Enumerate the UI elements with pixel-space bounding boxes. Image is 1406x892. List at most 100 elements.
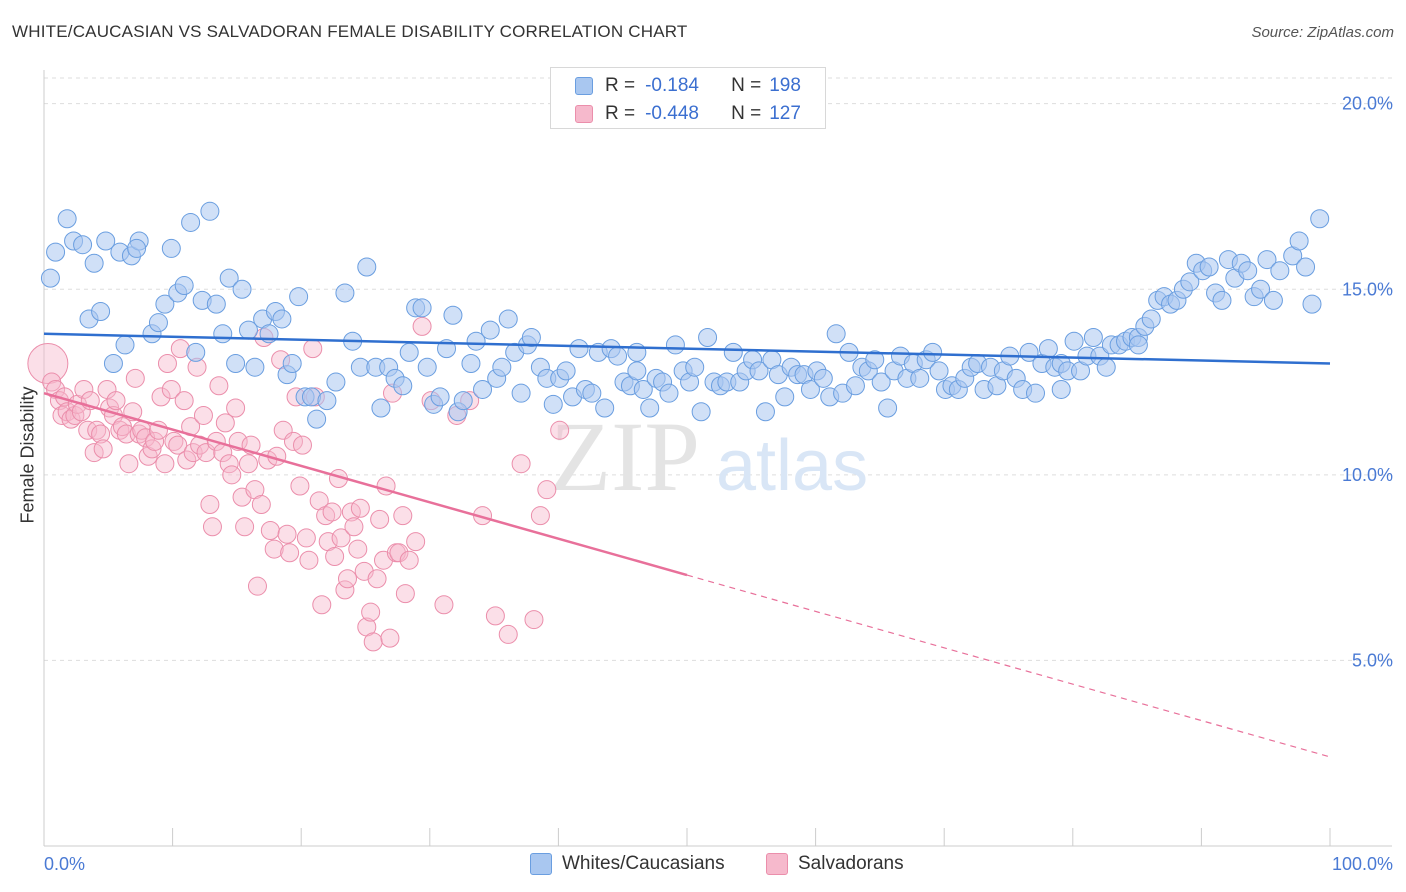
white-point: [46, 242, 66, 262]
white-point: [393, 376, 413, 396]
salvadoran-point: [370, 509, 390, 529]
y-tick-label: 5.0%: [1352, 650, 1393, 670]
chart-source: Source: ZipAtlas.com: [1251, 24, 1394, 41]
salvadoran-point: [348, 539, 368, 559]
white-point: [73, 235, 93, 255]
legend-r-label: R =: [605, 103, 636, 124]
white-point: [317, 391, 337, 411]
white-point: [871, 372, 891, 392]
white-point: [96, 231, 116, 251]
salvadoran-point: [251, 495, 271, 515]
white-point: [226, 353, 246, 373]
salvadoran-point: [312, 595, 332, 615]
white-point: [511, 383, 531, 403]
bottom-legend-salvadorans[interactable]: Salvadorans: [766, 851, 904, 877]
salvadoran-point: [222, 465, 242, 485]
salvadoran-point: [177, 450, 197, 470]
white-point: [127, 238, 147, 258]
salvadoran-point: [91, 424, 111, 444]
salvadoran-point: [303, 339, 323, 359]
tick-labels: 5.0% 10.0% 15.0% 20.0% 0.0% 100.0%: [44, 94, 1393, 874]
white-point: [800, 379, 820, 399]
bottom-legend-label-salvadorans: Salvadorans: [798, 853, 904, 874]
white-point: [1026, 383, 1046, 403]
white-point: [272, 309, 292, 329]
salvadoran-point: [142, 439, 162, 459]
white-point: [430, 387, 450, 407]
salvadoran-point: [322, 502, 342, 522]
salvadoran-point: [530, 506, 550, 526]
white-point: [40, 268, 60, 288]
salvadoran-point: [537, 480, 557, 500]
salvadoran-point: [226, 398, 246, 418]
white-point: [929, 361, 949, 381]
salvadoran-point: [106, 391, 126, 411]
white-point: [213, 324, 233, 344]
white-point: [1199, 257, 1219, 277]
white-point: [698, 328, 718, 348]
salvadoran-point: [174, 391, 194, 411]
salvadoran-point: [337, 569, 357, 589]
white-point: [417, 357, 437, 377]
white-point: [1141, 309, 1161, 329]
legend-n-value-whites: 198: [769, 75, 801, 96]
white-point: [659, 383, 679, 403]
salvadoran-point: [119, 454, 139, 474]
salvadoran-point: [550, 420, 570, 440]
salvadoran-point: [27, 342, 69, 384]
white-point: [1064, 331, 1084, 351]
salvadoran-point: [157, 353, 177, 373]
white-point: [84, 253, 104, 273]
bottom-legend-label-whites: Whites/Caucasians: [562, 853, 725, 874]
y-tick-label: 10.0%: [1342, 465, 1393, 485]
white-point: [148, 313, 168, 333]
salvadoran-point: [380, 628, 400, 648]
white-point: [1270, 261, 1290, 281]
white-point: [691, 402, 711, 422]
salvadoran-point: [247, 576, 267, 596]
salvadoran-point: [299, 550, 319, 570]
white-point: [219, 268, 239, 288]
salvadoran-point: [393, 506, 413, 526]
white-point: [775, 387, 795, 407]
salvadoran-point: [74, 379, 94, 399]
salvadoran-point: [110, 420, 130, 440]
white-point: [186, 342, 206, 362]
white-point: [399, 342, 419, 362]
correlation-legend: R = -0.184 N = 198 R = -0.448 N = 127: [550, 67, 826, 129]
salvadoran-point: [363, 632, 383, 652]
white-point: [1180, 272, 1200, 292]
white-point: [865, 350, 885, 370]
white-point: [1083, 328, 1103, 348]
white-point: [371, 398, 391, 418]
bottom-legend-whites[interactable]: Whites/Caucasians: [530, 851, 725, 877]
salvadoran-point: [93, 439, 113, 459]
white-point: [608, 346, 628, 366]
white-point: [826, 324, 846, 344]
salvadoran-point: [200, 495, 220, 515]
white-point: [181, 212, 201, 232]
bottom-legend-swatch-whites: [530, 853, 552, 875]
salvadoran-point: [164, 431, 184, 451]
white-point: [453, 391, 473, 411]
white-point: [723, 342, 743, 362]
salvadoran-point: [260, 521, 280, 541]
white-point: [627, 361, 647, 381]
legend-r-value-salvadorans: -0.448: [645, 103, 699, 124]
white-point: [1296, 257, 1316, 277]
white-point: [749, 361, 769, 381]
salvadoran-point: [235, 517, 255, 537]
y-axis-title: Female Disability: [17, 386, 38, 524]
white-point: [461, 353, 481, 373]
salvadoran-point: [215, 413, 235, 433]
white-point: [1212, 290, 1232, 310]
salvadoran-point: [125, 368, 145, 388]
salvadoran-point: [155, 454, 175, 474]
legend-n-label: N =: [731, 75, 762, 96]
salvadoran-point: [511, 454, 531, 474]
white-point: [473, 379, 493, 399]
white-point: [878, 398, 898, 418]
white-point: [103, 353, 123, 373]
legend-r-label: R =: [605, 75, 636, 96]
white-point: [595, 398, 615, 418]
